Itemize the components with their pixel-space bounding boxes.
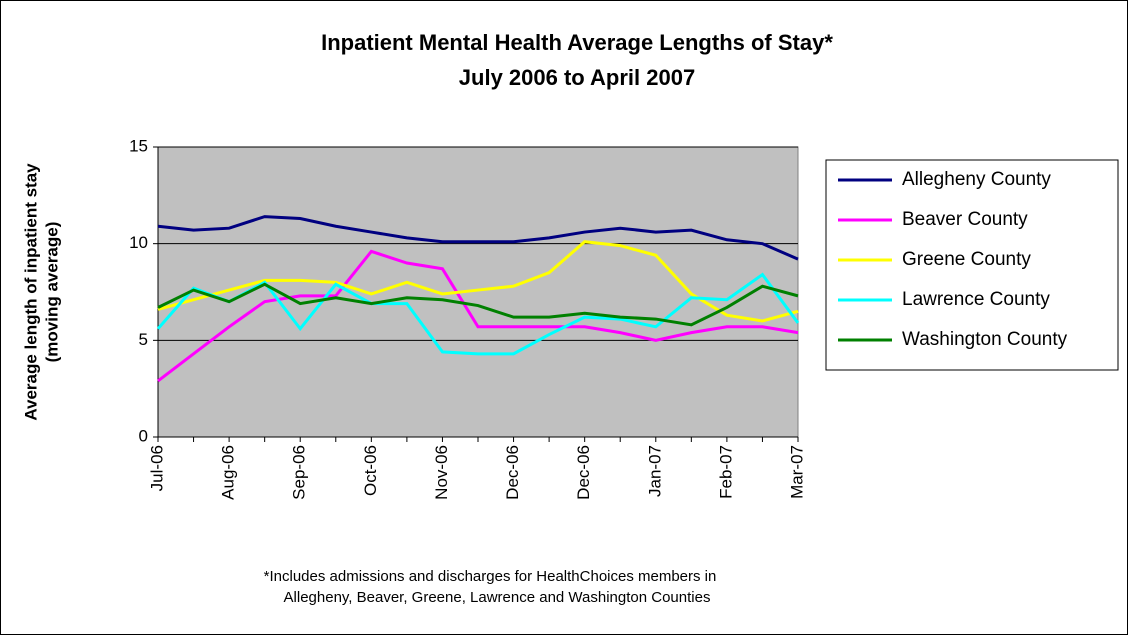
- y-tick-label: 10: [129, 233, 148, 252]
- y-tick-label: 15: [129, 136, 148, 155]
- legend-label: Allegheny County: [902, 169, 1051, 190]
- x-tick-label: Aug-06: [219, 445, 238, 500]
- x-tick-label: Feb-07: [716, 445, 735, 499]
- series-line: [157, 282, 799, 327]
- series-line: [157, 240, 799, 323]
- legend-label: Washington County: [902, 329, 1068, 350]
- x-tick-label: Oct-06: [361, 445, 380, 496]
- x-tick-label: Jan-07: [645, 445, 664, 497]
- y-axis-label-line: (moving average): [42, 222, 61, 363]
- chart-subtitle: July 2006 to April 2007: [459, 65, 695, 90]
- chart-title: Inpatient Mental Health Average Lengths …: [321, 30, 833, 55]
- legend-label: Lawrence County: [902, 289, 1050, 310]
- plot-area: [157, 146, 799, 438]
- legend-label: Greene County: [902, 249, 1031, 270]
- x-tick-label: Jul-06: [147, 445, 166, 491]
- y-tick-label: 0: [139, 426, 148, 445]
- x-tick-label: Sep-06: [290, 445, 309, 500]
- x-tick-label: Dec-06: [503, 445, 522, 500]
- x-tick-label: Dec-06: [574, 445, 593, 500]
- footnote: Allegheny, Beaver, Greene, Lawrence and …: [284, 589, 711, 606]
- footnote: *Includes admissions and discharges for …: [264, 568, 717, 585]
- series-line: [157, 249, 799, 383]
- x-tick-label: Nov-06: [432, 445, 451, 500]
- series-line: [157, 215, 799, 261]
- x-tick-label: Mar-07: [787, 445, 806, 499]
- y-axis-label-line: Average length of inpatient stay: [21, 163, 40, 421]
- legend-label: Beaver County: [902, 209, 1028, 230]
- series-line: [156, 272, 800, 356]
- legend: [825, 159, 1119, 371]
- y-tick-label: 5: [139, 330, 148, 349]
- y-axis-label: Average length of inpatient stay (moving…: [21, 163, 61, 421]
